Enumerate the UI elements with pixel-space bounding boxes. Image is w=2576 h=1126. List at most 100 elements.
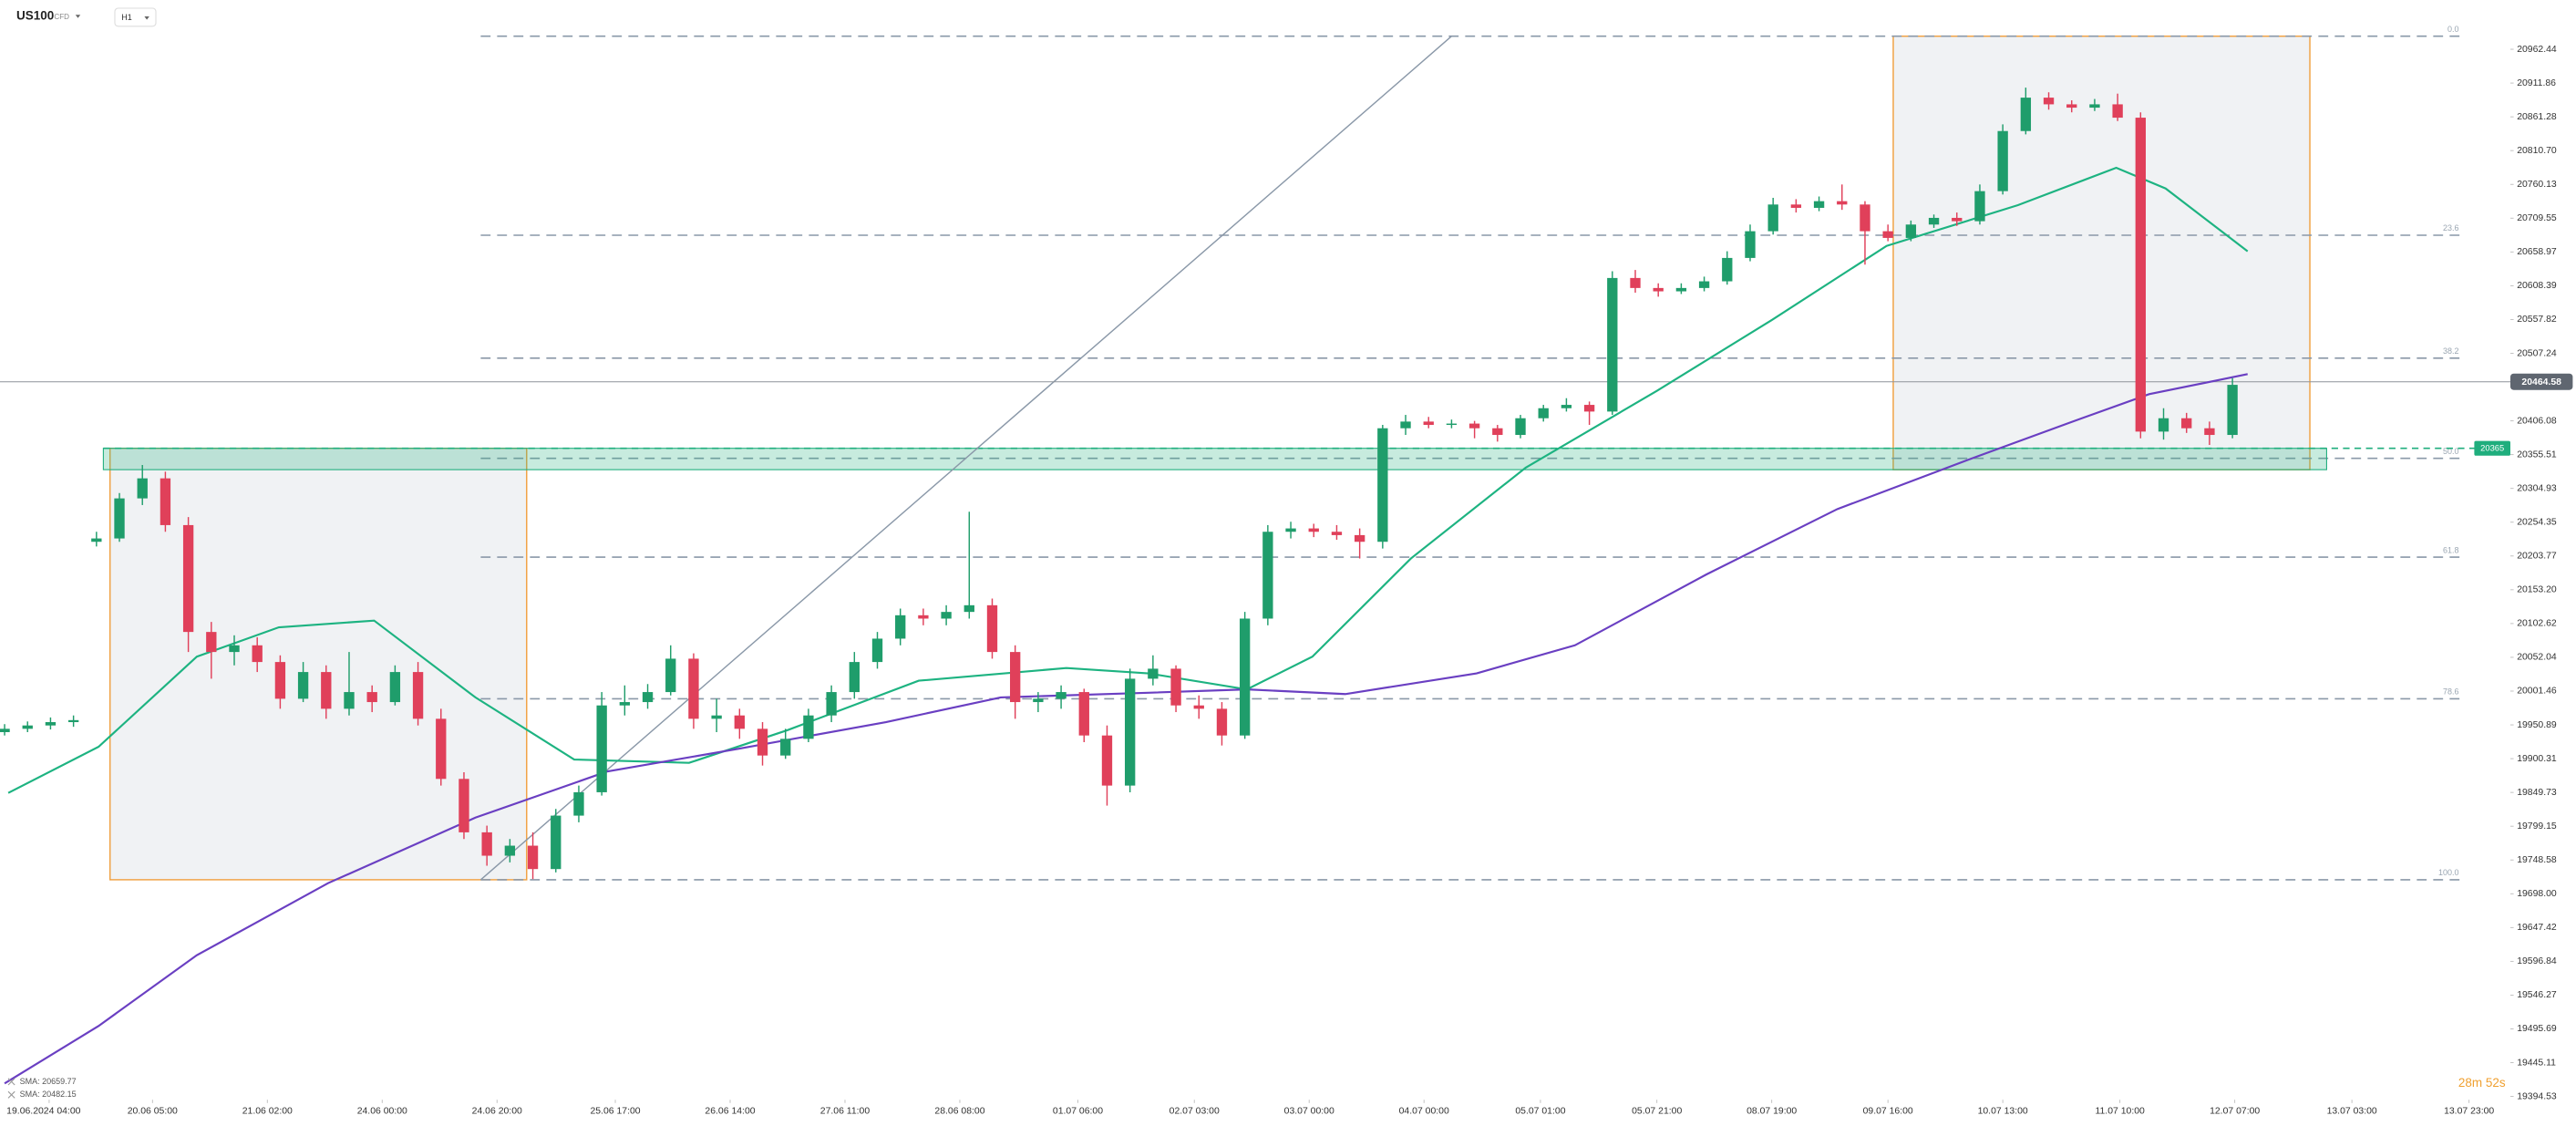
candle-body	[366, 692, 377, 703]
current-price-label: 20464.58	[2521, 377, 2561, 387]
candle-body	[412, 672, 424, 719]
candle-body	[1837, 201, 1848, 205]
candle-body	[1423, 421, 1434, 426]
x-tick-label: 03.07 00:00	[1284, 1107, 1334, 1117]
x-tick-label: 24.06 20:00	[472, 1107, 522, 1117]
x-tick-label: 12.07 07:00	[2210, 1107, 2260, 1117]
candle-body	[1056, 692, 1066, 699]
candle-body	[1170, 668, 1181, 706]
y-tick-label: 20810.70	[2517, 146, 2557, 156]
y-tick-label: 19849.73	[2517, 788, 2557, 798]
candle-body	[436, 718, 447, 780]
candle-body	[137, 478, 148, 499]
candle-body	[1745, 231, 1756, 258]
candle-body	[321, 672, 332, 709]
range-box	[1892, 35, 2311, 470]
y-tick-label: 20001.46	[2517, 687, 2557, 697]
plot-layer: 0.0 23.6 38.2 50.0 61.8 78.6 100.0 20365 20962.4…	[0, 25, 2573, 1117]
zone-tag-label: 20365	[2480, 444, 2504, 453]
y-tick-label: 19394.53	[2517, 1091, 2557, 1101]
candle-body	[1101, 735, 1113, 786]
fib-label: 38.2	[2443, 346, 2459, 356]
candle-body	[918, 615, 929, 619]
candle-body	[826, 692, 837, 716]
candle-body	[665, 658, 676, 693]
y-tick-label: 20406.08	[2517, 416, 2557, 426]
candle-body	[1125, 678, 1136, 786]
y-tick-label: 19698.00	[2517, 889, 2557, 899]
candle-body	[1974, 191, 1985, 222]
trendline	[479, 36, 1452, 881]
current-price-tag	[2510, 373, 2573, 390]
dropdown-arrow[interactable]	[75, 15, 81, 18]
candle-body	[642, 692, 654, 703]
candle-body	[389, 672, 401, 703]
candle-body	[1308, 528, 1319, 532]
instrument-type[interactable]: CFD	[54, 13, 69, 21]
x-tick-label: 13.07 23:00	[2444, 1107, 2494, 1117]
candle-body	[849, 662, 860, 693]
candle-body	[1675, 287, 1687, 292]
x-tick-label: 01.07 06:00	[1053, 1107, 1103, 1117]
candle-body	[1262, 532, 1273, 619]
candle-body	[688, 658, 699, 719]
candle-body	[1882, 231, 1893, 238]
x-tick-label: 26.06 14:00	[705, 1107, 755, 1117]
candle-body	[1561, 405, 1572, 408]
candle-body	[1010, 652, 1021, 703]
y-tick-label: 19900.31	[2517, 754, 2557, 764]
y-tick-label: 20557.82	[2517, 315, 2557, 325]
candle-body	[1239, 618, 1251, 736]
candle-body	[297, 672, 309, 699]
candle-body	[1216, 708, 1228, 736]
y-tick-label: 20304.93	[2517, 483, 2557, 493]
dropdown-arrow[interactable]	[144, 16, 149, 20]
candle-body	[780, 739, 791, 756]
y-tick-label: 19950.89	[2517, 720, 2557, 730]
candle-body	[1630, 277, 1641, 288]
zone-tag	[2474, 440, 2510, 456]
legend-label: SMA: 20659.77	[20, 1077, 77, 1086]
candle-body	[895, 615, 906, 639]
fib-label: 0.0	[2447, 25, 2459, 34]
x-tick-label: 21.06 02:00	[242, 1107, 293, 1117]
timeframe[interactable]: H1	[121, 13, 132, 22]
candle-body	[2181, 418, 2192, 429]
candle-body	[1354, 534, 1365, 542]
y-tick-label: 20355.51	[2517, 449, 2557, 460]
candle-body	[252, 645, 263, 663]
candle-body	[1698, 281, 1710, 288]
candle-body	[0, 728, 10, 733]
y-tick-label: 19799.15	[2517, 821, 2557, 832]
y-tick-label: 19596.84	[2517, 956, 2557, 966]
support-zone	[102, 448, 2327, 470]
candle-body	[504, 845, 516, 856]
x-tick-label: 05.07 01:00	[1515, 1107, 1565, 1117]
candle-body	[229, 645, 240, 653]
candle-body	[2066, 104, 2077, 108]
y-tick-label: 20658.97	[2517, 247, 2557, 257]
x-tick-label: 19.06.2024 04:00	[6, 1107, 80, 1117]
candle-body	[573, 791, 584, 816]
y-tick-label: 20507.24	[2517, 348, 2557, 358]
y-tick-label: 19495.69	[2517, 1024, 2557, 1034]
candle-body	[2089, 104, 2100, 108]
y-tick-label: 20962.44	[2517, 45, 2557, 55]
fib-label: 78.6	[2443, 687, 2459, 697]
x-tick-label: 28.06 08:00	[934, 1107, 984, 1117]
candle-body	[160, 478, 171, 525]
candle-body	[2020, 98, 2032, 131]
candle-body	[1331, 532, 1343, 535]
y-tick-label: 20153.20	[2517, 585, 2557, 595]
candle-body	[1400, 421, 1411, 429]
candle-body	[2158, 418, 2169, 432]
candle-body	[1515, 418, 1526, 436]
candle-body	[22, 725, 33, 729]
timeframe-box[interactable]	[114, 7, 157, 27]
x-tick-label: 04.07 00:00	[1399, 1107, 1449, 1117]
candle-body	[619, 702, 631, 706]
candle-body	[1468, 423, 1480, 429]
